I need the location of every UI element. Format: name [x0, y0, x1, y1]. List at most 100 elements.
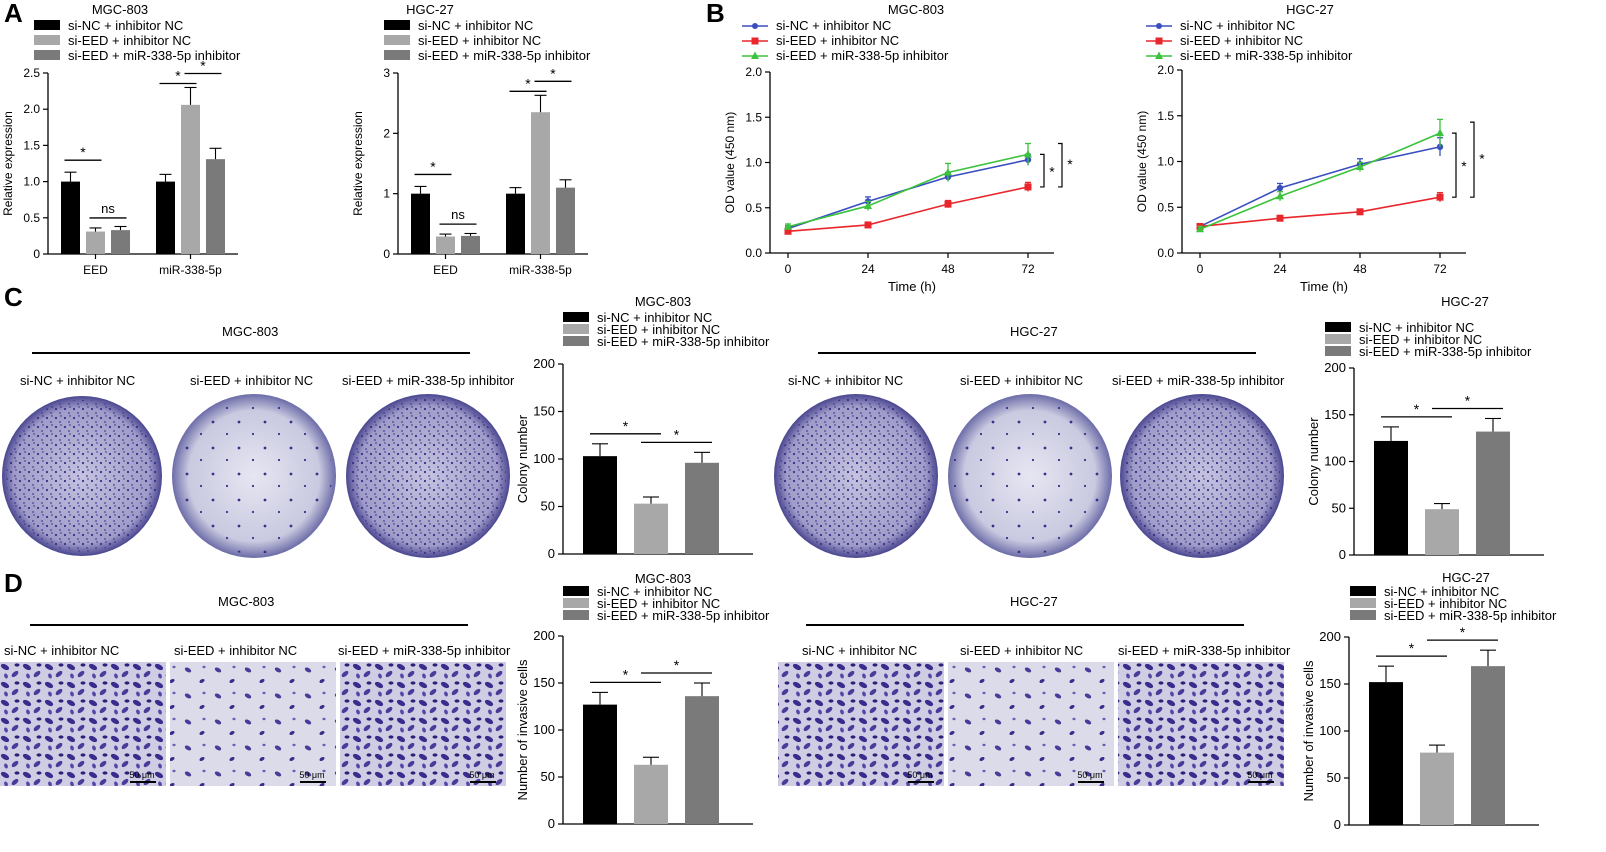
d-mgc803-label-2: si-EED + inhibitor NC [174, 643, 298, 658]
legend-swatch [384, 35, 410, 45]
legend-swatch [563, 336, 589, 346]
bar [634, 503, 668, 554]
x-tick-label: 0 [1197, 262, 1204, 276]
significance-bracket [1470, 121, 1475, 198]
series-line [1199, 146, 1441, 228]
legend-marker [751, 51, 759, 59]
bar [461, 235, 480, 254]
bar [1420, 752, 1454, 825]
colony-plates [2, 394, 1284, 558]
significance-bracket [1040, 153, 1045, 188]
plate-mgc803-1 [2, 396, 162, 556]
chart-title: MGC-803 [92, 2, 148, 17]
data-point [864, 221, 872, 229]
bar [1471, 666, 1505, 825]
bar [506, 193, 525, 254]
micrograph-hgc27-1 [778, 662, 944, 786]
bar [181, 104, 200, 254]
panel-letter-b: B [706, 0, 725, 28]
significance-mark: * [1409, 640, 1415, 656]
y-tick-label: 200 [533, 356, 555, 371]
y-tick-label: 0 [1339, 547, 1346, 562]
y-axis-label: OD value (450 nm) [723, 112, 737, 213]
legend-swatch [563, 598, 589, 608]
chart-title: MGC-803 [635, 571, 691, 586]
legend-label: si-NC + inhibitor NC [418, 18, 533, 33]
bar [1369, 682, 1403, 825]
significance-mark: * [674, 426, 680, 442]
legend-label: si-NC + inhibitor NC [1359, 320, 1474, 335]
bar [436, 236, 455, 254]
y-tick-label: 2.0 [1157, 63, 1174, 77]
bar [531, 112, 550, 254]
scale-bars: 50 μm 50 μm 50 μm 50 μm 50 μm 50 μm [129, 770, 1274, 783]
x-axis-label: Time (h) [1300, 279, 1348, 294]
y-tick-label: 2.0 [23, 102, 40, 116]
legend-swatch [1325, 346, 1351, 356]
micrograph-hgc27-3 [1118, 662, 1284, 786]
scale-bar-label: 50 μm [1077, 770, 1102, 780]
plate-hgc27-1 [774, 394, 938, 558]
data-point [1356, 208, 1364, 216]
c-mgc803-label-2: si-EED + inhibitor NC [190, 373, 314, 388]
d-mgc803-label-3: si-EED + miR-338-5p inhibitor [338, 643, 511, 658]
data-point [1024, 149, 1032, 158]
y-tick-label: 50 [1332, 500, 1346, 515]
data-point [864, 201, 872, 209]
significance-mark: * [1067, 156, 1073, 172]
y-tick-label: 100 [1324, 454, 1346, 469]
chart-title: MGC-803 [635, 294, 691, 309]
y-tick-label: 50 [541, 769, 555, 784]
y-tick-label: 1.0 [1157, 155, 1174, 169]
legend-label: si-EED + miR-338-5p inhibitor [776, 48, 949, 63]
bar [685, 696, 719, 824]
data-point [1276, 184, 1284, 192]
d-hgc27-label-2: si-EED + inhibitor NC [960, 643, 1084, 658]
significance-bracket [1452, 132, 1457, 198]
significance-mark: ns [451, 207, 465, 222]
significance-mark: * [525, 75, 531, 91]
series-line [787, 153, 1029, 228]
bar [86, 231, 105, 254]
legend-swatch [1350, 598, 1376, 608]
legend-label: si-EED + miR-338-5p inhibitor [597, 334, 770, 349]
bar [556, 187, 575, 254]
panel-letter-c: C [4, 282, 23, 312]
c-hgc27-title: HGC-27 [1010, 324, 1058, 339]
x-tick-label: 0 [785, 262, 792, 276]
chart-title: HGC-27 [406, 2, 454, 17]
legend-marker [1156, 23, 1162, 29]
y-tick-label: 0 [33, 247, 40, 261]
panel-letter-a: A [4, 0, 23, 28]
x-tick-label: 72 [1433, 262, 1447, 276]
bar [111, 230, 130, 254]
y-tick-label: 100 [1319, 723, 1341, 738]
data-point [1436, 193, 1444, 201]
d-mgc803-label-1: si-NC + inhibitor NC [4, 643, 120, 658]
legend-swatch [1350, 586, 1376, 596]
significance-mark: * [623, 418, 629, 434]
legend-swatch [1325, 334, 1351, 344]
plate-mgc803-3 [346, 394, 510, 558]
x-tick-label: EED [433, 263, 458, 277]
x-tick-label: 24 [1273, 262, 1287, 276]
scale-bar-label: 50 μm [1247, 770, 1272, 780]
chart-title: HGC-27 [1442, 570, 1490, 585]
y-tick-label: 0.0 [745, 246, 762, 260]
scale-bar-label: 50 μm [907, 770, 932, 780]
significance-mark: * [200, 57, 206, 73]
significance-mark: * [1465, 392, 1471, 408]
data-point [1356, 162, 1364, 170]
legend-label: si-EED + inhibitor NC [1180, 33, 1303, 48]
legend-marker [1155, 51, 1163, 59]
legend-swatch [384, 20, 410, 30]
series-line [1199, 196, 1441, 228]
y-tick-label: 150 [533, 675, 555, 690]
legend-swatch [563, 324, 589, 334]
bar [685, 462, 719, 554]
c-hgc27-label-3: si-EED + miR-338-5p inhibitor [1112, 373, 1285, 388]
